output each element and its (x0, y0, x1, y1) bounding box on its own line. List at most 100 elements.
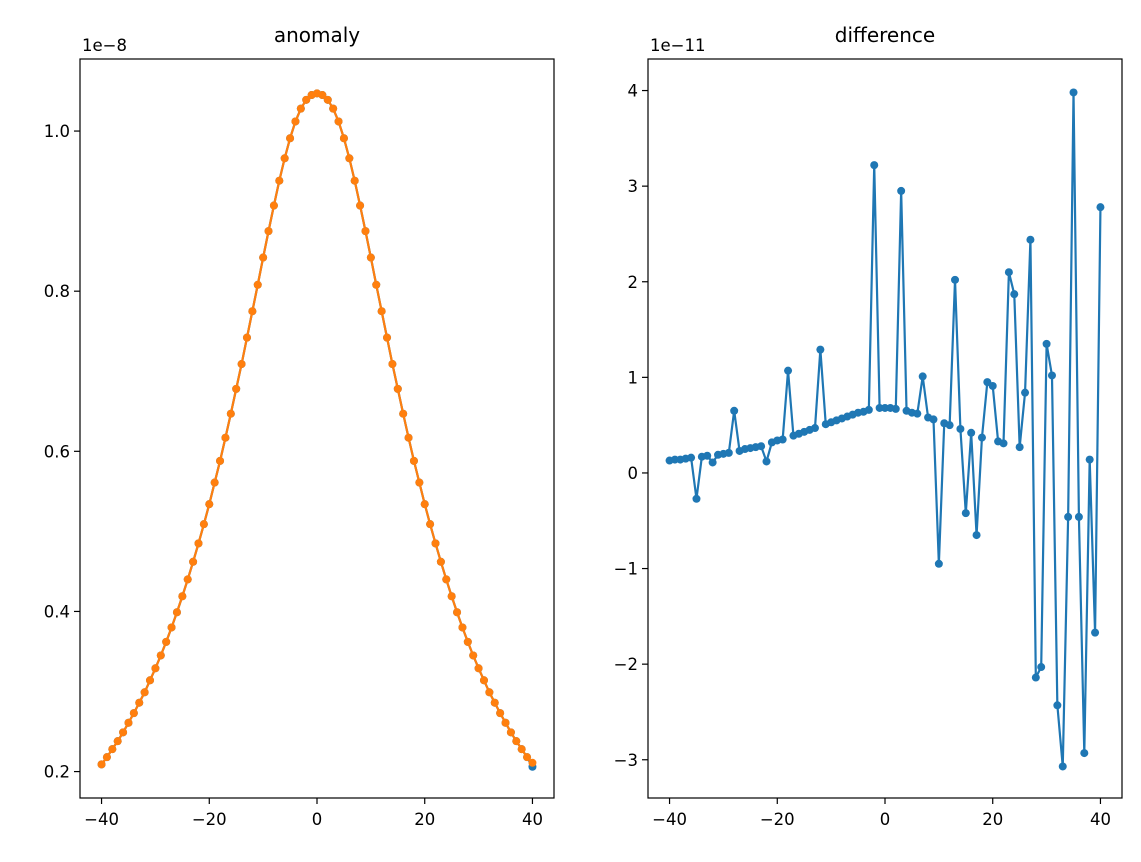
series-0-point (1091, 628, 1100, 637)
anomaly-title: anomaly (274, 23, 360, 47)
y-tick-label: 2 (628, 273, 639, 292)
series-0-point (1010, 290, 1019, 299)
series-0-point (988, 381, 997, 390)
y-tick-label: 0.8 (44, 282, 70, 301)
difference-offset-label: 1e−11 (650, 36, 705, 55)
series-1-point (512, 737, 521, 746)
axes-frame (79, 58, 555, 799)
series-1-point (447, 592, 456, 601)
series-1-point (501, 718, 510, 727)
series-1-point (102, 753, 111, 762)
series-1-point (318, 91, 327, 100)
anomaly-offset-label: 1e−8 (82, 36, 127, 55)
series-1-point (194, 539, 203, 548)
series-1-point (97, 760, 106, 769)
series-1-point (377, 307, 386, 316)
series-0-point (762, 457, 771, 466)
series-1-point (146, 676, 155, 685)
series-1-point (334, 117, 343, 126)
y-tick-label: 4 (628, 82, 639, 101)
series-0-point (951, 275, 960, 284)
series-1-point (350, 176, 359, 185)
series-1-point (404, 433, 413, 442)
series-1-point (436, 557, 445, 566)
series-1-point (226, 409, 235, 418)
x-tick-label: 20 (982, 810, 1003, 829)
series-1-point (479, 676, 488, 685)
series-1-point (415, 478, 424, 487)
x-tick-label: −40 (652, 810, 687, 829)
series-0-point (956, 424, 965, 433)
series-1-point (329, 104, 338, 113)
x-tick-label: −20 (192, 810, 227, 829)
series-1-point (366, 253, 375, 262)
series-0-point (913, 409, 922, 418)
series-0-point (1074, 512, 1083, 521)
series-0-point (778, 435, 787, 444)
y-tick-label: −2 (614, 655, 638, 674)
series-1-point (280, 154, 289, 163)
series-1-point (442, 575, 451, 584)
series-1-point (156, 651, 165, 660)
series-1-point (178, 592, 187, 601)
series-0-point (977, 433, 986, 442)
x-tick-label: −20 (760, 810, 795, 829)
series-1-point (216, 456, 225, 465)
series-1-point (242, 333, 251, 342)
series-0-point (870, 161, 879, 170)
series-1-point (302, 95, 311, 104)
series-0-point (708, 458, 717, 467)
series-1-point (361, 227, 370, 236)
difference-plot-area: −40 −20 0 20 40 −3 −2 −1 0 1 2 3 4 (614, 58, 1123, 829)
series-1-point (210, 478, 219, 487)
series-1-point (496, 709, 505, 718)
y-tick-label: 0.4 (44, 602, 70, 621)
x-tick-label: −40 (84, 810, 119, 829)
series-1-point (517, 745, 526, 754)
x-tick-label: 40 (1090, 810, 1111, 829)
series-1-point (129, 709, 138, 718)
series-1-point (248, 307, 257, 316)
series-1-point (183, 575, 192, 584)
series-0-point (1037, 663, 1046, 672)
y-tick-label: 0.6 (44, 442, 70, 461)
series-0-point (972, 531, 981, 540)
y-tick-label: 1 (628, 368, 639, 387)
series-1-point (296, 104, 305, 113)
series-1-point (237, 360, 246, 369)
series-0-point (1064, 512, 1073, 521)
series-1-point (490, 698, 499, 707)
series-0-point (1053, 701, 1062, 710)
series-0-point (816, 345, 825, 354)
series-1-point (275, 176, 284, 185)
series-1-point (108, 745, 117, 754)
series-1-point (291, 117, 300, 126)
series-1-point (463, 637, 472, 646)
series-1-point (409, 456, 418, 465)
x-tick-label: 20 (414, 810, 435, 829)
x-tick-label: 0 (312, 810, 323, 829)
series-0-point (1096, 203, 1105, 212)
series-1-point (167, 623, 176, 632)
series-0-point (1004, 268, 1013, 277)
series-1-point (135, 698, 144, 707)
series-0-point (1026, 235, 1035, 244)
series-1-point (199, 520, 208, 529)
series-1-point (286, 134, 295, 143)
series-1-point (172, 608, 181, 617)
series-1-point (372, 280, 381, 289)
series-1-point (140, 688, 149, 697)
series-0-point (1015, 443, 1024, 452)
series-0-point (757, 442, 766, 451)
series-1-point (339, 134, 348, 143)
series-1-point (528, 758, 537, 767)
series-0-point (1069, 88, 1078, 97)
series-1-point (232, 384, 241, 393)
x-tick-label: 40 (522, 810, 543, 829)
series-1-point (431, 539, 440, 548)
series-1-point (485, 688, 494, 697)
y-tick-label: −1 (614, 560, 638, 579)
series-1-point (205, 500, 214, 509)
series-1-point (393, 384, 402, 393)
